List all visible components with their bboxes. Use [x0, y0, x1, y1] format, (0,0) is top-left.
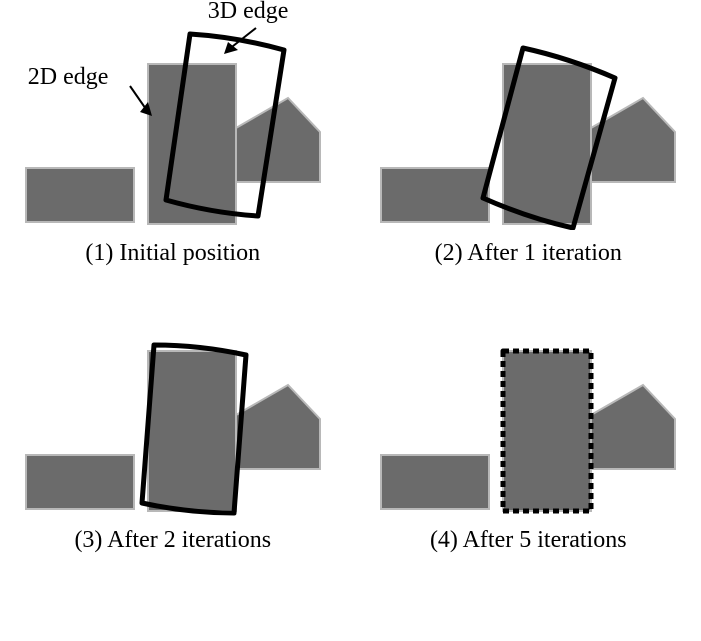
panel-4-svg [373, 307, 683, 517]
tall-rect-shape [148, 351, 236, 511]
panel-2-canvas [373, 20, 683, 230]
small-rect-shape [26, 168, 134, 222]
panel-4-canvas [373, 307, 683, 517]
wing-shape [236, 98, 320, 182]
base-shapes [381, 64, 675, 224]
panel-3-canvas [18, 307, 328, 517]
tall-rect-shape [503, 64, 591, 224]
panel-4: (4) After 5 iterations [371, 307, 687, 554]
tall-rect-shape [148, 64, 236, 224]
wing-shape [236, 385, 320, 469]
panel-1-svg [18, 20, 328, 230]
panel-1-canvas: 3D edge 2D edge [18, 20, 328, 230]
panel-2-svg [373, 20, 683, 230]
panel-1: 3D edge 2D edge [15, 20, 331, 267]
small-rect-shape [381, 455, 489, 509]
base-shapes [381, 351, 675, 511]
base-shapes [26, 351, 320, 511]
label-2d-edge: 2D edge [28, 64, 109, 91]
panel-3-svg [18, 307, 328, 517]
panel-2: (2) After 1 iteration [371, 20, 687, 267]
wing-shape [591, 385, 675, 469]
figure-grid: 3D edge 2D edge [15, 20, 686, 554]
caption-4: (4) After 5 iterations [430, 527, 627, 554]
caption-1: (1) Initial position [85, 240, 260, 267]
small-rect-shape [26, 455, 134, 509]
caption-2: (2) After 1 iteration [435, 240, 622, 267]
label-3d-edge: 3D edge [208, 0, 289, 25]
panel-3: (3) After 2 iterations [15, 307, 331, 554]
small-rect-shape [381, 168, 489, 222]
caption-3: (3) After 2 iterations [74, 527, 271, 554]
tall-rect-shape [503, 351, 591, 511]
